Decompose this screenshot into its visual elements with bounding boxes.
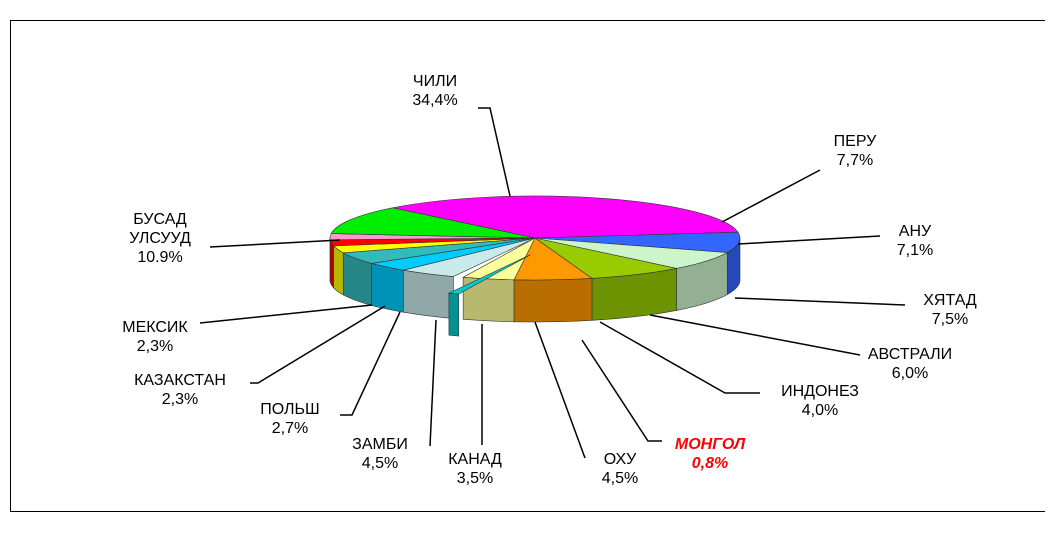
slice-side [403, 269, 454, 319]
value-label: 7,1% [896, 242, 934, 259]
leader-line [599, 321, 760, 394]
leader-line [581, 339, 662, 442]
slice-label: ПЕРУ 7,7% [800, 132, 910, 170]
slice-label: КАЗАКСТАН 2,3% [125, 371, 235, 409]
slice [392, 195, 739, 239]
category-label: ЗАМБИ [352, 436, 408, 453]
slice [447, 254, 531, 295]
leader-line [429, 319, 437, 447]
leader-line [199, 304, 373, 324]
slice-label: ПОЛЬШ 2,7% [235, 400, 345, 438]
value-label: 4,5% [601, 470, 639, 487]
slice [534, 231, 741, 253]
leader-line [734, 297, 906, 306]
slice [534, 237, 677, 279]
leader-line [340, 311, 401, 416]
slice-side [371, 263, 404, 313]
slice-side [448, 292, 459, 337]
category-label: ИНДОНЕЗ [781, 383, 859, 400]
value-label: 7,7% [836, 152, 874, 169]
chart-frame [10, 20, 1045, 512]
leader-line [250, 305, 386, 384]
slice-label: ИНДОНЕЗ 4,0% [765, 382, 875, 420]
leader-line [209, 239, 341, 248]
leader-line [534, 321, 586, 459]
slice [534, 237, 729, 269]
slice-label: ОХУ 4,5% [565, 450, 675, 488]
category-label: МОНГОЛ [674, 436, 746, 453]
slice-side [333, 245, 344, 296]
value-label: 2,3% [136, 338, 174, 355]
category-label: КАНАД [448, 451, 502, 468]
value-label: 34,4% [412, 92, 458, 109]
category-label: ЧИЛИ [412, 73, 458, 90]
value-label: 6,0% [891, 365, 929, 382]
value-label: 2,3% [161, 391, 199, 408]
slice-label: ЗАМБИ 4,5% [325, 435, 435, 473]
slice-label: АНУ 7,1% [860, 222, 970, 260]
category-label: КАЗАКСТАН [134, 372, 226, 389]
value-label: 4,0% [801, 402, 839, 419]
value-label: 2,7% [271, 420, 309, 437]
category-label: МЕКСИК [122, 319, 188, 336]
category-label: ОХУ [603, 451, 637, 468]
category-label: ХЯТАД [923, 292, 977, 309]
slice [462, 237, 536, 281]
slice-label: БУСАД УЛСУУД 10.9% [105, 210, 215, 267]
leader-line [649, 314, 861, 356]
leader-line [737, 235, 881, 245]
value-label: 3,5% [456, 470, 494, 487]
value-label: 0,8% [691, 455, 729, 472]
value-label: 4,5% [361, 455, 399, 472]
category-label: АНУ [898, 223, 932, 240]
slice-label: ХЯТАД 7,5% [895, 291, 1005, 329]
category-label: ПЕРУ [833, 133, 877, 150]
leader-line [721, 169, 821, 223]
slice-label: МОНГОЛ 0,8% [655, 435, 765, 473]
slice-side [513, 278, 593, 323]
slice [330, 207, 536, 239]
category-label: ПОЛЬШ [260, 401, 320, 418]
slice-side [329, 239, 334, 289]
slice-label: КАНАД 3,5% [420, 450, 530, 488]
category-label: БУСАД УЛСУУД [129, 211, 191, 247]
value-label: 7,5% [931, 311, 969, 328]
slice-label: ЧИЛИ 34,4% [380, 72, 490, 110]
slice-label: АВСТРАЛИ 6,0% [855, 345, 965, 383]
slice-label: МЕКСИК 2,3% [100, 318, 210, 356]
category-label: АВСТРАЛИ [867, 346, 953, 363]
value-label: 10.9% [137, 249, 183, 266]
leader-line [478, 107, 511, 197]
